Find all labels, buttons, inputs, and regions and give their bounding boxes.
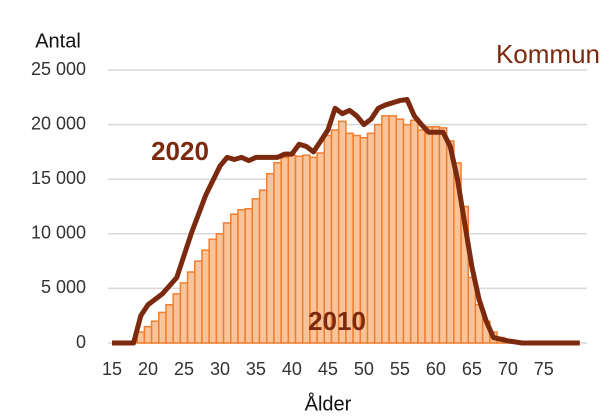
bar xyxy=(215,233,225,344)
x-axis-label: Ålder xyxy=(305,392,352,415)
bar xyxy=(366,132,376,344)
y-tick-label: 5 000 xyxy=(41,277,86,297)
bar xyxy=(244,207,254,344)
x-tick-label: 50 xyxy=(354,359,374,379)
bar xyxy=(373,123,383,344)
bar xyxy=(158,311,167,344)
bar xyxy=(273,162,282,344)
chart-title: Kommun xyxy=(496,39,600,69)
annotation: 2020 xyxy=(151,136,209,166)
bar xyxy=(409,119,419,344)
bar xyxy=(208,238,218,344)
bar xyxy=(150,320,160,344)
x-tick-label: 25 xyxy=(174,359,194,379)
y-tick-label: 25 000 xyxy=(31,59,86,79)
bar xyxy=(395,118,405,344)
x-tick-label: 15 xyxy=(102,359,122,379)
y-axis-label: Antal xyxy=(35,30,81,52)
line-2020 xyxy=(112,96,580,346)
bar xyxy=(230,213,239,344)
bar xyxy=(402,123,412,344)
bar xyxy=(222,222,232,344)
y-tick-label: 10 000 xyxy=(31,223,86,243)
x-tick-label: 20 xyxy=(138,359,158,379)
bar xyxy=(165,304,174,344)
bar xyxy=(194,260,203,344)
bar xyxy=(445,140,455,344)
annotation: 2010 xyxy=(308,306,366,336)
x-tick-label: 35 xyxy=(246,359,266,379)
x-tick-label: 75 xyxy=(534,359,554,379)
bar xyxy=(438,127,448,344)
x-tick-label: 55 xyxy=(390,359,410,379)
bar xyxy=(280,156,290,344)
bar xyxy=(388,115,398,344)
y-tick-label: 15 000 xyxy=(31,168,86,188)
x-tick-label: 30 xyxy=(210,359,230,379)
bar xyxy=(201,249,210,344)
bar xyxy=(265,172,275,344)
bar xyxy=(258,189,268,344)
bar xyxy=(251,198,261,344)
x-tick-label: 45 xyxy=(318,359,338,379)
x-tick-label: 40 xyxy=(282,359,302,379)
x-tick-label: 70 xyxy=(498,359,518,379)
x-tick-label: 65 xyxy=(462,359,482,379)
bar xyxy=(381,115,390,344)
bar xyxy=(287,154,297,344)
bar xyxy=(424,126,434,344)
x-tick-label: 60 xyxy=(426,359,446,379)
y-tick-label: 0 xyxy=(76,332,86,352)
y-tick-label: 20 000 xyxy=(31,113,86,133)
bar xyxy=(431,126,441,344)
bar xyxy=(179,282,189,344)
bar xyxy=(294,155,304,344)
bar xyxy=(417,129,426,344)
bar xyxy=(143,325,153,344)
bar xyxy=(460,205,470,344)
bar xyxy=(186,271,196,344)
bar xyxy=(237,209,246,344)
bar xyxy=(172,293,182,344)
